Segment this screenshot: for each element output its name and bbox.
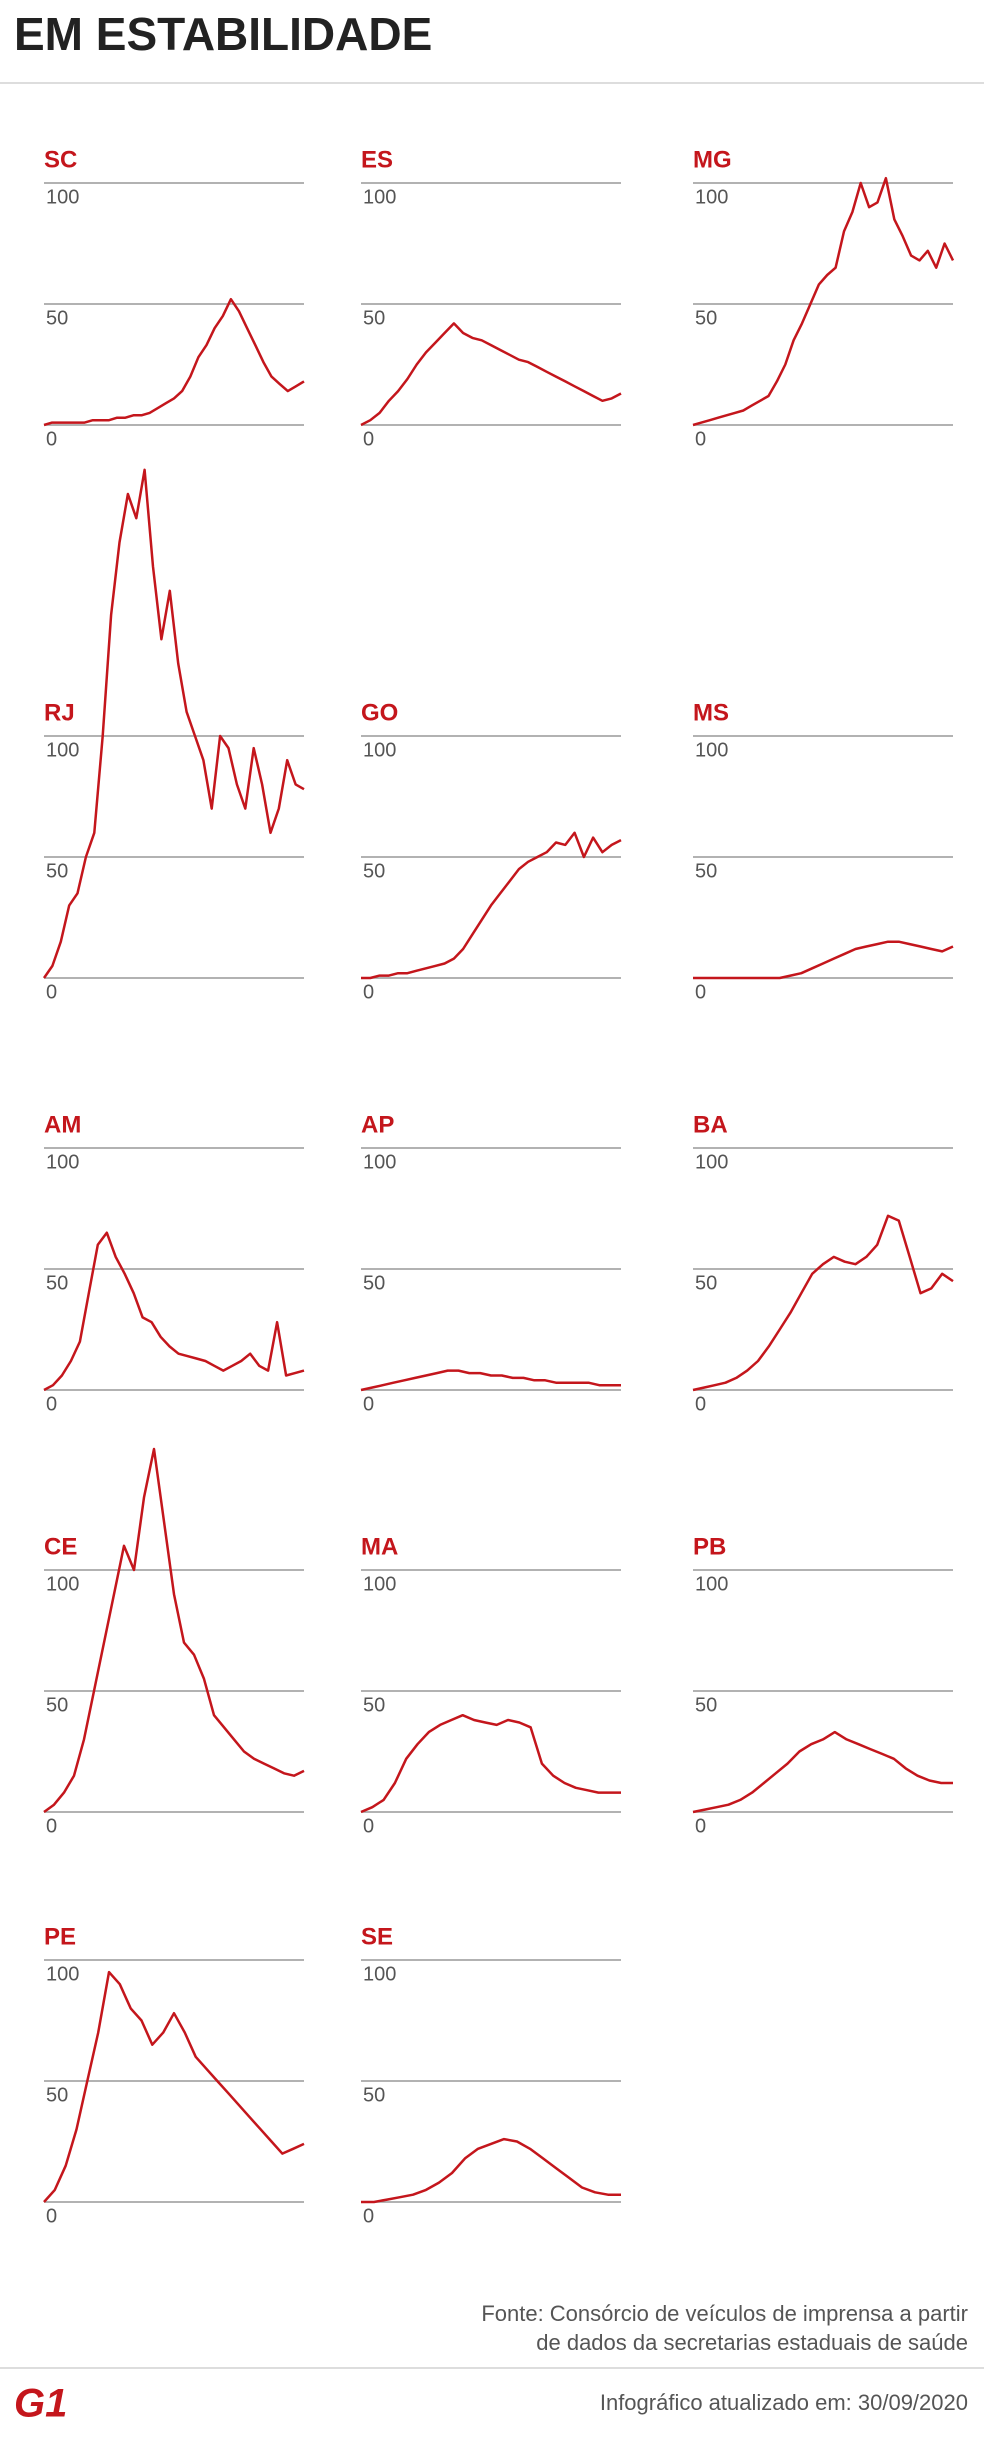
y-tick-label: 100	[46, 186, 79, 208]
y-tick-label: 0	[363, 981, 374, 1003]
y-tick-label: 100	[695, 1151, 728, 1173]
y-tick-label: 50	[695, 1272, 717, 1294]
y-tick-label: 0	[695, 1815, 706, 1837]
chart-title: MA	[361, 1533, 398, 1560]
y-tick-label: 50	[363, 307, 385, 329]
y-tick-label: 0	[695, 981, 706, 1003]
data-line	[43, 297, 305, 427]
y-tick-label: 100	[695, 186, 728, 208]
y-tick-label: 0	[46, 981, 57, 1003]
page-title: EM ESTABILIDADE	[14, 8, 432, 60]
data-line	[43, 1970, 305, 2203]
y-tick-label: 100	[46, 1573, 79, 1595]
source-line: Fonte: Consórcio de veículos de imprensa…	[481, 2301, 968, 2326]
data-line	[360, 1713, 621, 1814]
data-line	[43, 1231, 305, 1392]
y-tick-label: 100	[363, 1573, 396, 1595]
y-tick-label: 0	[46, 1815, 57, 1837]
y-tick-label: 100	[363, 186, 396, 208]
y-tick-label: 100	[46, 1963, 79, 1985]
y-tick-label: 0	[363, 1393, 374, 1415]
y-tick-label: 50	[363, 1694, 385, 1716]
y-tick-label: 0	[363, 2205, 374, 2227]
chart-title: SC	[44, 146, 77, 173]
data-line	[361, 831, 622, 980]
chart-title: RJ	[44, 699, 75, 726]
y-tick-label: 0	[46, 428, 57, 450]
data-line	[42, 468, 305, 979]
data-line	[692, 1730, 953, 1814]
y-tick-label: 0	[363, 428, 374, 450]
y-tick-label: 50	[46, 307, 68, 329]
logo: G1	[14, 2382, 67, 2426]
data-line	[360, 1369, 621, 1392]
y-tick-label: 100	[363, 1963, 396, 1985]
y-tick-label: 50	[46, 2084, 68, 2106]
y-tick-label: 0	[46, 2205, 57, 2227]
y-tick-label: 100	[46, 739, 79, 761]
y-tick-label: 50	[46, 1694, 68, 1716]
y-tick-label: 50	[363, 2084, 385, 2106]
data-line	[692, 176, 955, 427]
chart-title: SE	[361, 1923, 393, 1950]
chart-title: GO	[361, 699, 398, 726]
y-tick-label: 100	[363, 739, 396, 761]
update-note: Infográfico atualizado em: 30/09/2020	[600, 2390, 968, 2415]
y-tick-label: 50	[695, 860, 717, 882]
y-tick-label: 50	[46, 860, 68, 882]
y-tick-label: 50	[695, 307, 717, 329]
data-line	[361, 2137, 621, 2204]
data-line	[43, 1447, 305, 1814]
y-tick-label: 0	[363, 1815, 374, 1837]
chart-title: AM	[44, 1111, 81, 1138]
chart-title: MS	[693, 699, 729, 726]
chart-title: BA	[693, 1111, 728, 1138]
y-tick-label: 50	[363, 1272, 385, 1294]
y-tick-label: 50	[695, 1694, 717, 1716]
y-tick-label: 0	[46, 1393, 57, 1415]
data-line	[692, 1214, 954, 1392]
data-line	[360, 322, 622, 427]
source-line: de dados da secretarias estaduais de saú…	[536, 2330, 968, 2355]
data-line	[693, 940, 954, 980]
y-tick-label: 0	[695, 428, 706, 450]
chart-title: PE	[44, 1923, 76, 1950]
chart-title: ES	[361, 146, 393, 173]
chart-title: AP	[361, 1111, 394, 1138]
y-tick-label: 0	[695, 1393, 706, 1415]
y-tick-label: 100	[695, 739, 728, 761]
y-tick-label: 50	[363, 860, 385, 882]
chart-title: PB	[693, 1533, 726, 1560]
y-tick-label: 50	[46, 1272, 68, 1294]
chart-title: CE	[44, 1533, 77, 1560]
y-tick-label: 100	[46, 1151, 79, 1173]
y-tick-label: 100	[363, 1151, 396, 1173]
chart-title: MG	[693, 146, 732, 173]
y-tick-label: 100	[695, 1573, 728, 1595]
